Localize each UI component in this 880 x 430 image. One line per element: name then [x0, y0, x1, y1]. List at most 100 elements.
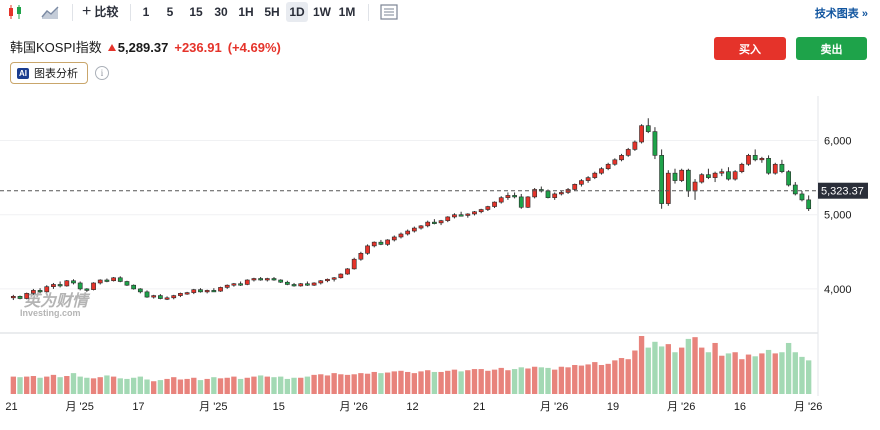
period-1h[interactable]: 1H: [238, 5, 254, 19]
volume-bar: [785, 342, 792, 394]
x-tick-label: 月 '25: [65, 401, 93, 413]
period-1min[interactable]: 1: [142, 5, 150, 19]
candle-body: [672, 172, 678, 181]
volume-bar: [491, 369, 498, 394]
candle-body: [585, 177, 591, 181]
candle-body: [411, 227, 417, 232]
candle-body: [685, 169, 691, 192]
volume-bar: [104, 375, 110, 394]
candle-body: [358, 252, 364, 260]
volume-bar: [110, 376, 117, 394]
candle-body: [37, 290, 43, 293]
line-chart-icon[interactable]: [40, 3, 60, 21]
period-30min[interactable]: 30: [214, 5, 228, 19]
x-tick-label: 15: [273, 401, 285, 413]
candle-body: [64, 280, 70, 287]
candle-body: [719, 171, 725, 174]
volume-bar: [645, 347, 651, 394]
buy-button[interactable]: 买入: [714, 37, 786, 60]
candlestick-series: [10, 118, 812, 301]
ai-badge: AI: [17, 67, 29, 79]
period-1m[interactable]: 1M: [338, 5, 356, 19]
volume-bar: [792, 352, 798, 394]
volume-bar: [752, 356, 758, 394]
candle-body: [792, 184, 798, 195]
volume-bar: [425, 370, 431, 394]
candle-body: [779, 163, 785, 172]
volume-bar: [465, 370, 471, 394]
volume-bar: [558, 366, 565, 394]
compare-button[interactable]: + 比较: [82, 3, 118, 20]
volume-bar: [779, 352, 785, 394]
volume-bar: [632, 350, 638, 394]
volume-bar: [324, 375, 331, 394]
volume-bar: [137, 376, 143, 394]
candle-body: [465, 213, 471, 216]
instrument-price: 5,289.37: [107, 40, 168, 55]
volume-bar: [739, 359, 745, 394]
period-5h[interactable]: 5H: [264, 5, 280, 19]
period-5min[interactable]: 5: [166, 5, 174, 19]
period-1d[interactable]: 1D: [286, 2, 308, 22]
candle-body: [512, 195, 517, 198]
volume-bar: [692, 337, 698, 394]
price-gridlines: [0, 140, 818, 290]
candle-body: [231, 283, 237, 286]
table-view-icon[interactable]: [379, 3, 399, 21]
watermark-logo: 英为财情 Investing.com: [20, 292, 91, 318]
candle-body: [472, 211, 477, 215]
candle-body: [772, 163, 778, 174]
candle-body: [726, 171, 731, 180]
x-tick-label: 16: [734, 401, 746, 413]
period-1w[interactable]: 1W: [313, 5, 331, 19]
technical-chart-link[interactable]: 技术图表 »: [814, 8, 868, 20]
period-15min[interactable]: 15: [189, 5, 203, 19]
candle-body: [164, 297, 170, 300]
volume-bar: [10, 376, 17, 394]
info-icon[interactable]: i: [95, 66, 109, 80]
volume-bar: [278, 376, 284, 394]
candle-body: [752, 155, 758, 161]
volume-bar: [271, 377, 277, 394]
candle-body: [284, 281, 290, 285]
candle-body: [391, 236, 397, 241]
candle-body: [498, 197, 504, 203]
volume-bar: [685, 338, 692, 394]
volume-bar: [151, 381, 157, 394]
candle-body: [485, 206, 491, 210]
candle-body: [378, 241, 384, 245]
candle-body: [10, 296, 16, 299]
candle-body: [258, 278, 263, 281]
volume-bar: [605, 363, 611, 394]
volume-bar: [171, 377, 177, 394]
ai-chart-analysis-button[interactable]: AI 图表分析: [10, 62, 88, 84]
candle-body: [365, 245, 370, 254]
candle-body: [84, 288, 90, 291]
candle-body: [104, 279, 110, 282]
volume-bar: [257, 375, 264, 394]
x-tick-label: 月 '26: [540, 401, 568, 413]
y-tick-label: 5,000: [824, 210, 852, 222]
volume-bar: [37, 377, 43, 394]
volume-bar: [371, 371, 377, 394]
volume-bar: [625, 359, 631, 394]
volume-bar: [50, 374, 57, 394]
candle-body: [271, 278, 277, 281]
svg-text:英为财情: 英为财情: [24, 292, 91, 310]
volume-bar: [705, 352, 712, 394]
volume-bar: [505, 370, 511, 394]
candle-body: [131, 284, 137, 290]
volume-bar: [652, 341, 658, 394]
volume-bar: [384, 372, 391, 394]
sell-button[interactable]: 卖出: [796, 37, 867, 60]
volume-bar: [184, 378, 190, 394]
candle-body: [311, 282, 317, 286]
price-axis: 6,000 5,000 4,000: [824, 136, 852, 296]
candle-body: [505, 195, 511, 198]
candle-body: [244, 279, 250, 285]
candle-body: [278, 279, 284, 283]
candle-body: [204, 290, 210, 293]
candlestick-chart-icon[interactable]: [6, 3, 26, 21]
candle-body: [144, 291, 150, 298]
